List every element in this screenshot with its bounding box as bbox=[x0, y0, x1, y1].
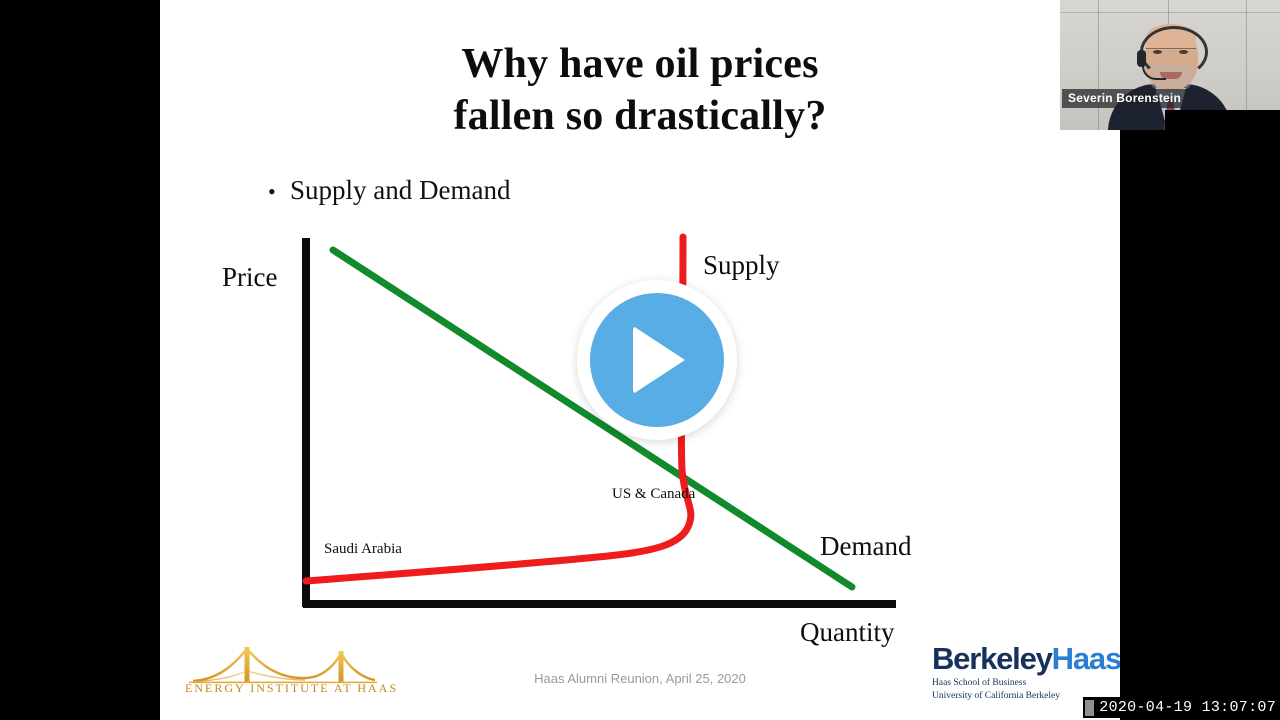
chart-label-quantity: Quantity bbox=[800, 617, 895, 647]
slide-title-line-1: Why have oil prices bbox=[461, 41, 819, 87]
wall-panel-line-3 bbox=[1246, 0, 1247, 130]
berkeley-haas-word-berkeley: Berkeley bbox=[932, 641, 1053, 676]
berkeley-haas-logo: BerkeleyHaas Haas School of Business Uni… bbox=[932, 641, 1120, 702]
berkeley-haas-subtitle-line-1: Haas School of Business bbox=[932, 678, 1027, 688]
participant-name-label: Severin Borenstein bbox=[1062, 89, 1188, 108]
wall-panel-line-horizontal bbox=[1060, 12, 1280, 13]
video-letterbox bbox=[1165, 110, 1280, 130]
demand-curve bbox=[329, 246, 856, 591]
timestamp-text: 2020-04-19 13:07:07 bbox=[1099, 699, 1276, 716]
headset-microphone-icon bbox=[1142, 64, 1166, 80]
chart-label-supply: Supply bbox=[703, 250, 780, 280]
berkeley-haas-word-haas: Haas bbox=[1051, 641, 1120, 676]
chart-label-price: Price bbox=[222, 262, 278, 292]
participant-video-thumbnail[interactable]: Severin Borenstein bbox=[1060, 0, 1280, 130]
chart-annotation-saudi-arabia: Saudi Arabia bbox=[324, 541, 402, 557]
bullet-item: • Supply and Demand bbox=[268, 175, 510, 206]
presentation-slide: Why have oil prices fallen so drasticall… bbox=[160, 0, 1120, 720]
play-triangle-icon bbox=[633, 326, 685, 394]
chart-annotation-us-canada: US & Canada bbox=[612, 486, 696, 502]
berkeley-haas-subtitle-line-2: University of California Berkeley bbox=[932, 691, 1060, 701]
slide-title-line-2: fallen so drastically? bbox=[453, 93, 827, 139]
bullet-marker-icon: • bbox=[268, 179, 276, 204]
golden-gate-bridge-icon bbox=[189, 647, 377, 684]
energy-institute-logo: ENERGY INSTITUTE AT HAAS bbox=[185, 645, 398, 697]
headset-earcup-icon bbox=[1137, 50, 1146, 67]
slide-footer-caption: Haas Alumni Reunion, April 25, 2020 bbox=[534, 671, 746, 686]
timestamp-marker-icon bbox=[1085, 699, 1095, 716]
chart-label-demand: Demand bbox=[820, 531, 912, 561]
slide-title: Why have oil prices fallen so drasticall… bbox=[160, 38, 1120, 142]
wall-panel-line-1 bbox=[1098, 0, 1099, 130]
recording-timestamp: 2020-04-19 13:07:07 bbox=[1083, 697, 1280, 718]
bullet-item-label: Supply and Demand bbox=[290, 175, 511, 205]
energy-institute-logo-text: ENERGY INSTITUTE AT HAAS bbox=[185, 681, 398, 695]
play-button[interactable] bbox=[577, 280, 737, 440]
berkeley-haas-wordmark: BerkeleyHaas bbox=[932, 641, 1120, 676]
